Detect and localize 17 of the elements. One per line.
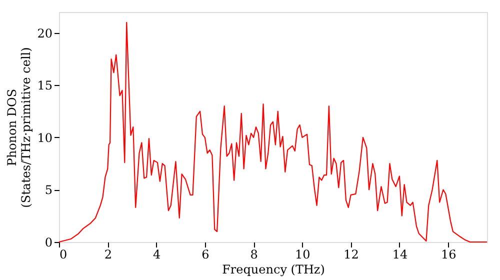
- x-tick-label: 12: [344, 248, 359, 262]
- y-tick-label: 15: [37, 78, 52, 93]
- y-tick-label: 20: [37, 26, 52, 40]
- y-tick-label: 5: [44, 183, 52, 198]
- x-axis-title: Frequency (THz): [222, 262, 325, 276]
- x-tick-label: 10: [295, 248, 310, 262]
- x-tick-label: 2: [104, 248, 112, 262]
- x-tick-label: 0: [60, 248, 68, 262]
- x-tick-label: 14: [392, 248, 408, 262]
- y-tick-label: 0: [44, 236, 52, 250]
- x-tick-label: 8: [250, 248, 258, 262]
- x-tick-label: 6: [202, 248, 210, 262]
- x-tick-label: 4: [152, 248, 161, 262]
- y-tick-label: 10: [37, 130, 52, 145]
- y-axis-title: Phonon DOS (States/THz·primitive cell): [5, 47, 34, 208]
- line-series: [58, 22, 488, 243]
- x-tick-label: 16: [440, 248, 456, 262]
